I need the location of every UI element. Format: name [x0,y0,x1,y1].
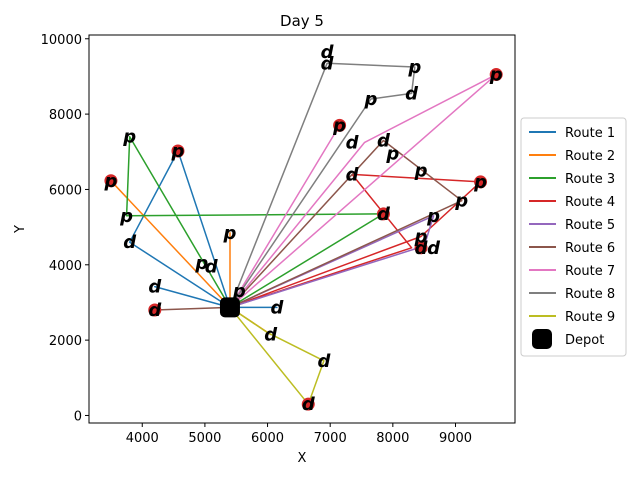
legend-label-route-9: Route 9 [565,310,615,325]
legend: Route 1 Route 2 Route 3 Route 4 Route 5 Route… [520,117,627,357]
customer-marker-8 [489,68,503,82]
node-label-23: d [377,130,391,151]
node-label-22: d [346,132,360,153]
legend-label-depot: Depot [565,333,604,348]
route-line-8 [229,62,416,308]
node-label-12: d [270,297,284,318]
route-line-4 [229,173,482,309]
route-line-2 [110,180,272,336]
customer-marker-5 [376,207,390,221]
customer-marker-7 [474,175,488,189]
node-label-10: p [223,223,237,244]
x-tick-label: 6000 [251,431,284,446]
node-label-31: p [414,227,428,248]
node-label-20: p [363,89,377,110]
node-label-11: p [232,281,246,302]
chart-title: Day 5 [280,12,324,30]
route-line-6 [154,139,463,311]
node-label-16: d [321,53,335,74]
node-label-18: p [407,57,421,78]
node-label-26: d [346,164,360,185]
node-label-32: d [415,238,429,259]
node-label-2: p [171,141,185,162]
node-label-24: p [385,144,399,165]
node-label-3: p [122,127,136,148]
legend-label-route-3: Route 3 [565,172,615,187]
node-label-33: d [427,238,441,259]
route-line-1 [128,150,278,309]
customer-marker-6 [414,241,428,255]
node-label-27: p [473,172,487,193]
customer-marker-1 [104,174,118,188]
x-axis-title: X [298,451,307,466]
x-axis-ticks: 4000 5000 6000 7000 8000 9000 [126,423,472,446]
y-tick-label: 8000 [49,108,82,123]
node-label-21: p [332,115,346,136]
y-axis-title: Y [13,225,28,234]
y-axis-ticks: 0 2000 4000 6000 8000 10000 [41,33,89,424]
node-label-4: p [119,206,133,227]
legend-label-route-6: Route 6 [565,241,615,256]
route-line-3 [125,135,385,309]
node-label-1: p [103,171,117,192]
node-label-15: d [302,394,316,415]
node-label-7: d [148,300,162,321]
legend-label-route-8: Route 8 [565,287,615,302]
node-label-19: d [405,83,419,104]
y-tick-label: 6000 [49,183,82,198]
node-label-34: p [489,65,503,86]
x-tick-label: 5000 [188,431,221,446]
customer-marker-4 [333,118,347,132]
x-tick-label: 9000 [439,431,472,446]
route-line-5 [229,215,435,309]
node-label-17: d [321,42,335,63]
y-tick-label: 0 [74,409,82,424]
route-line-9 [229,306,325,405]
legend-label-route-2: Route 2 [565,149,615,164]
route-line-7 [229,73,497,309]
legend-label-route-7: Route 7 [565,264,615,279]
y-tick-label: 10000 [41,33,82,48]
customer-marker-2 [171,144,185,158]
node-label-14: d [317,351,331,372]
node-label-8: p [194,253,208,274]
legend-label-route-5: Route 5 [565,218,615,233]
x-tick-label: 8000 [376,431,409,446]
node-label-6: d [148,277,162,298]
x-tick-label: 7000 [314,431,347,446]
node-label-5: d [123,232,137,253]
legend-label-route-4: Route 4 [565,195,615,210]
node-label-25: p [414,161,428,182]
axes-frame [88,34,516,424]
customer-marker-3 [148,303,162,317]
node-label-30: p [426,206,440,227]
node-label-13: d [264,324,278,345]
legend-label-route-1: Route 1 [565,126,615,141]
x-tick-label: 4000 [126,431,159,446]
node-label-9: d [205,257,219,278]
node-label-29: d [377,204,391,225]
y-tick-label: 4000 [49,259,82,274]
legend-swatch-depot [532,329,552,349]
customer-marker-9 [301,397,315,411]
depot-marker [219,297,240,318]
node-label-28: p [454,191,468,212]
y-tick-label: 2000 [49,334,82,349]
